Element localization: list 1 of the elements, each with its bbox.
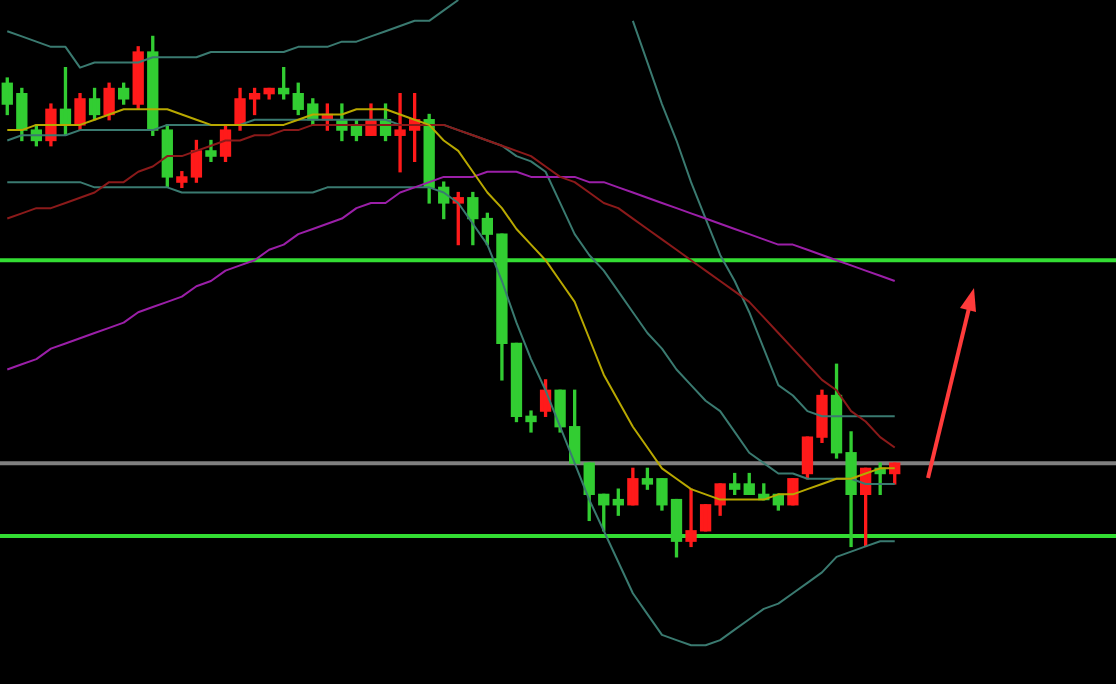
- candlestick: [787, 478, 799, 506]
